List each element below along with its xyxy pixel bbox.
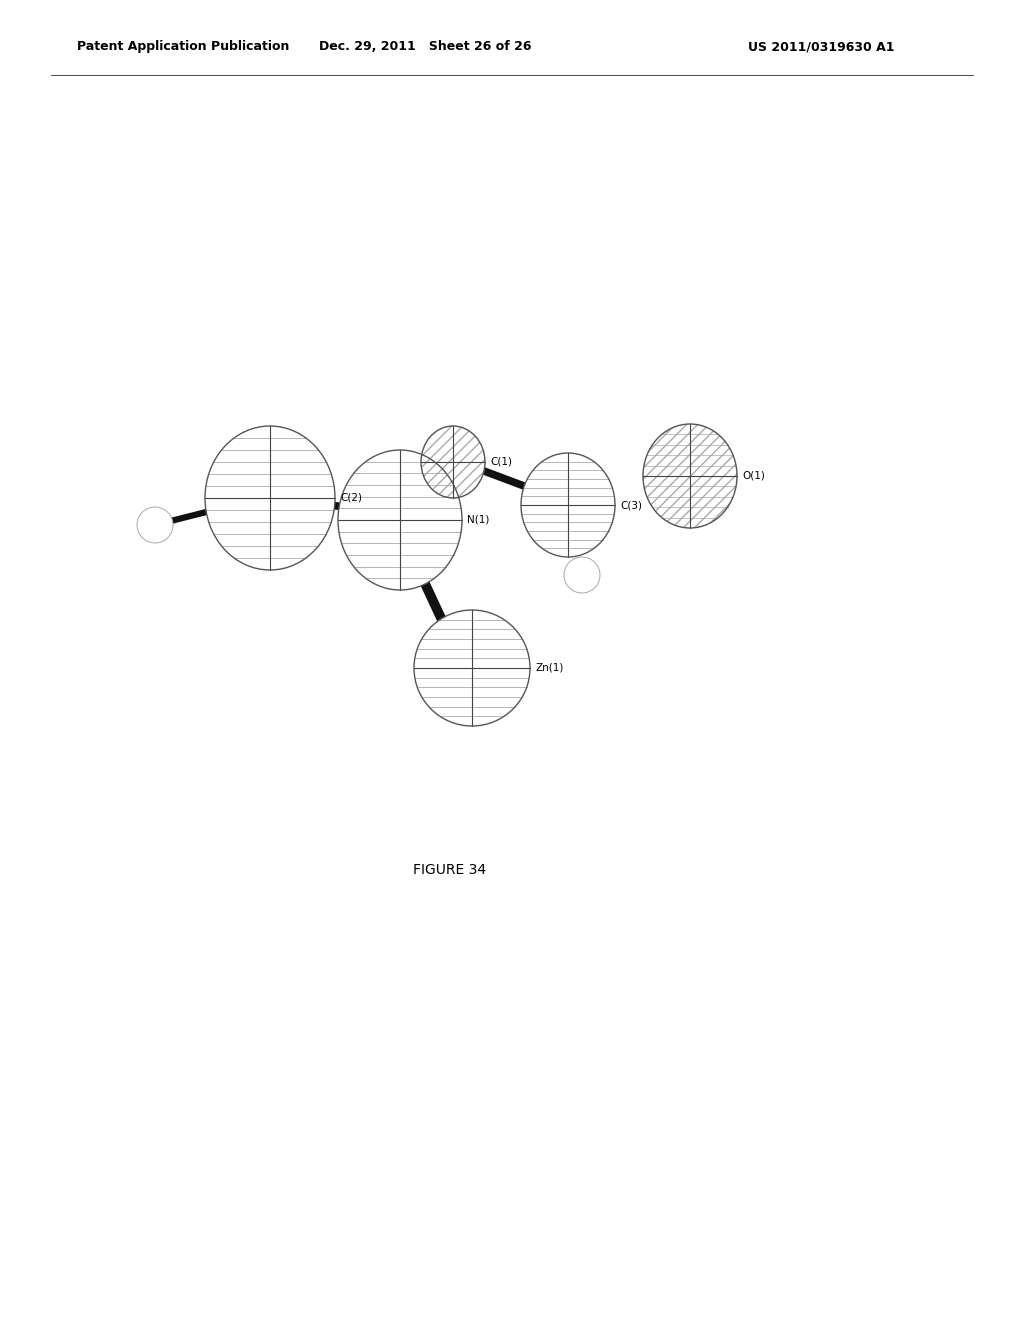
Ellipse shape bbox=[414, 610, 530, 726]
Ellipse shape bbox=[643, 424, 737, 528]
Text: US 2011/0319630 A1: US 2011/0319630 A1 bbox=[748, 40, 894, 53]
Ellipse shape bbox=[564, 557, 600, 593]
Text: Dec. 29, 2011   Sheet 26 of 26: Dec. 29, 2011 Sheet 26 of 26 bbox=[318, 40, 531, 53]
Ellipse shape bbox=[338, 450, 462, 590]
Ellipse shape bbox=[521, 453, 615, 557]
Text: O(1): O(1) bbox=[742, 471, 765, 480]
Ellipse shape bbox=[137, 507, 173, 543]
Text: Zn(1): Zn(1) bbox=[535, 663, 563, 673]
Text: Patent Application Publication: Patent Application Publication bbox=[77, 40, 289, 53]
Ellipse shape bbox=[205, 426, 335, 570]
Text: FIGURE 34: FIGURE 34 bbox=[414, 863, 486, 876]
Text: C(3): C(3) bbox=[620, 500, 642, 510]
Text: N(1): N(1) bbox=[467, 515, 489, 525]
Text: C(2): C(2) bbox=[340, 492, 362, 503]
Text: C(1): C(1) bbox=[490, 457, 512, 467]
Ellipse shape bbox=[421, 426, 485, 498]
